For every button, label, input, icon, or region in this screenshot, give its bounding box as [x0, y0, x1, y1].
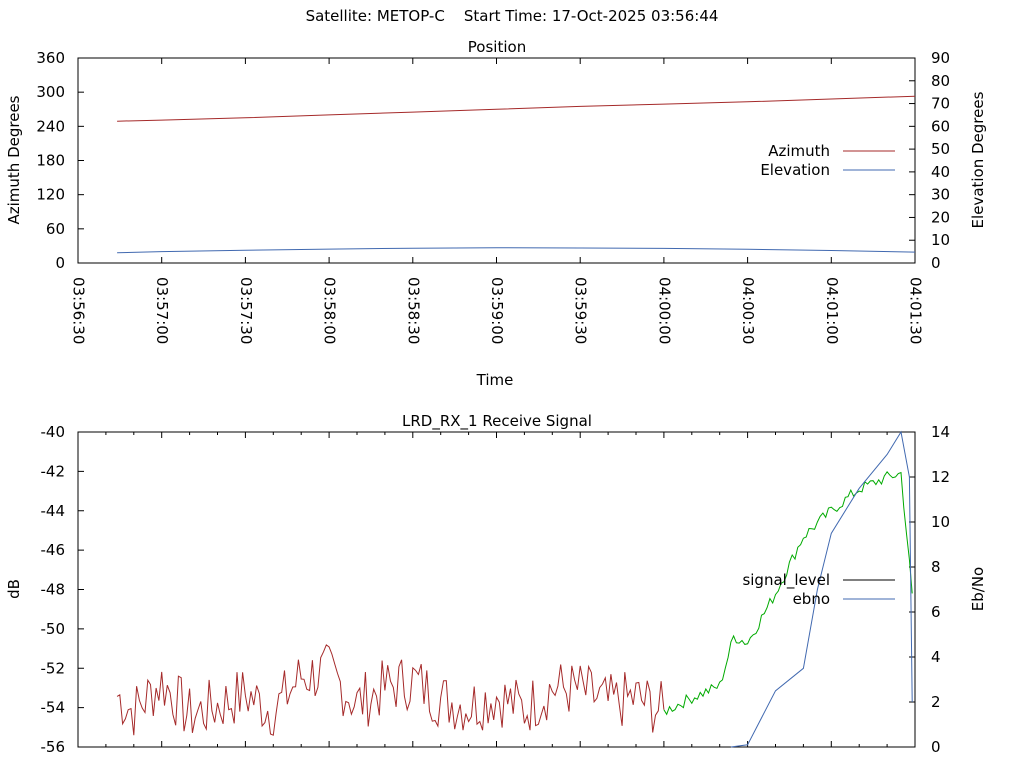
time-tick-label: 04:00:00	[655, 277, 673, 344]
time-tick-label: 04:01:30	[907, 277, 925, 344]
signal-y2tick-label: 6	[931, 603, 941, 621]
ebno-axis-label: Eb/No	[969, 567, 987, 611]
signal-y2tick-label: 12	[931, 468, 950, 486]
position-series	[117, 95, 916, 254]
time-tick-label: 04:00:30	[739, 277, 757, 344]
signal-y2tick-label: 8	[931, 558, 941, 576]
time-tick-label: 03:56:30	[70, 277, 88, 344]
time-tick-label: 03:58:00	[321, 277, 339, 344]
elevation-ticks: 0 10 20 30 40 50 60 70 80 90	[909, 49, 950, 272]
db-axis-label: dB	[5, 579, 23, 599]
signal-ytick-label: -50	[41, 620, 66, 638]
legend-label-ebno: ebno	[793, 590, 830, 608]
signal-ytick-label: -56	[41, 738, 66, 756]
position-ytick-label: 0	[55, 254, 65, 272]
time-tick-label: 03:57:30	[237, 277, 255, 344]
azimuth-ticks: 0 60 120 180 240 300 360	[36, 49, 84, 272]
signal-chart: LRD_RX_1 Receive Signal dB Eb/No -56-54-…	[5, 412, 987, 756]
position-y2tick-label: 30	[931, 186, 950, 204]
signal-ytick-label: -42	[41, 462, 66, 480]
position-y2tick-label: 60	[931, 117, 950, 135]
signal-ytick-label: -48	[41, 581, 66, 599]
series-line-azimuth	[117, 95, 916, 122]
position-y2tick-label: 20	[931, 208, 950, 226]
signal-y2tick-label: 4	[931, 648, 941, 666]
signal-y2tick-label: 2	[931, 693, 941, 711]
position-ytick-label: 60	[46, 220, 65, 238]
time-tick-label: 03:59:30	[572, 277, 590, 344]
position-ytick-label: 240	[36, 117, 65, 135]
signal-ytick-label: -54	[41, 699, 66, 717]
time-tick-label: 03:58:30	[404, 277, 422, 344]
position-chart-title: Position	[468, 38, 526, 56]
position-ytick-label: 360	[36, 49, 65, 67]
position-ytick-label: 120	[36, 186, 65, 204]
time-tick-label: 03:59:00	[488, 277, 506, 344]
series-line-signal-level-noise	[116, 644, 665, 736]
time-tick-label: 04:01:00	[823, 277, 841, 344]
position-y2tick-label: 50	[931, 140, 950, 158]
time-ticks: 03:56:30 03:57:00 03:57:30 03:58:00 03:58:30…	[70, 58, 925, 344]
time-axis-label: Time	[476, 371, 514, 389]
ebno-ticks: 0 2 4 6 8 10 12 14	[909, 423, 950, 756]
signal-ytick-label: -52	[41, 659, 66, 677]
position-y2tick-label: 70	[931, 95, 950, 113]
elevation-axis-label: Elevation Degrees	[969, 91, 987, 228]
position-ytick-label: 180	[36, 152, 65, 170]
chart-header: Satellite: METOP-C Start Time: 17-Oct-20…	[0, 7, 1024, 25]
signal-ytick-label: -40	[41, 423, 66, 441]
position-chart: Position Azimuth Degrees Elevation Degre…	[5, 38, 987, 389]
time-tick-label: 03:57:00	[153, 277, 171, 344]
position-legend: Azimuth Elevation	[760, 142, 895, 179]
signal-y2tick-label: 0	[931, 738, 941, 756]
position-y2tick-label: 40	[931, 163, 950, 181]
signal-y2tick-label: 10	[931, 513, 950, 531]
signal-time-ticks	[77, 432, 916, 747]
signal-ytick-label: -44	[41, 502, 66, 520]
azimuth-axis-label: Azimuth Degrees	[5, 95, 23, 224]
position-y2tick-label: 10	[931, 231, 950, 249]
series-line-elevation	[117, 247, 916, 254]
series-line-ebno	[730, 430, 913, 748]
signal-ytick-label: -46	[41, 541, 66, 559]
signal-chart-title: LRD_RX_1 Receive Signal	[402, 412, 592, 431]
legend-label-signal-level: signal_level	[742, 571, 830, 590]
series-line-signal-level-lock	[663, 470, 913, 716]
position-y2tick-label: 0	[931, 254, 941, 272]
signal-y2tick-label: 14	[931, 423, 950, 441]
position-y2tick-label: 90	[931, 49, 950, 67]
db-ticks: -56 -54 -52 -50 -48 -46 -44 -42 -40	[41, 423, 84, 756]
position-ytick-label: 300	[36, 83, 65, 101]
signal-series	[116, 430, 913, 748]
signal-legend: signal_level ebno	[742, 571, 895, 608]
position-y2tick-label: 80	[931, 72, 950, 90]
start-time-label: Start Time: 17-Oct-2025 03:56:44	[463, 7, 719, 25]
legend-label-azimuth: Azimuth	[768, 142, 830, 160]
satellite-label: Satellite: METOP-C	[305, 7, 445, 25]
legend-label-elevation: Elevation	[760, 161, 830, 179]
